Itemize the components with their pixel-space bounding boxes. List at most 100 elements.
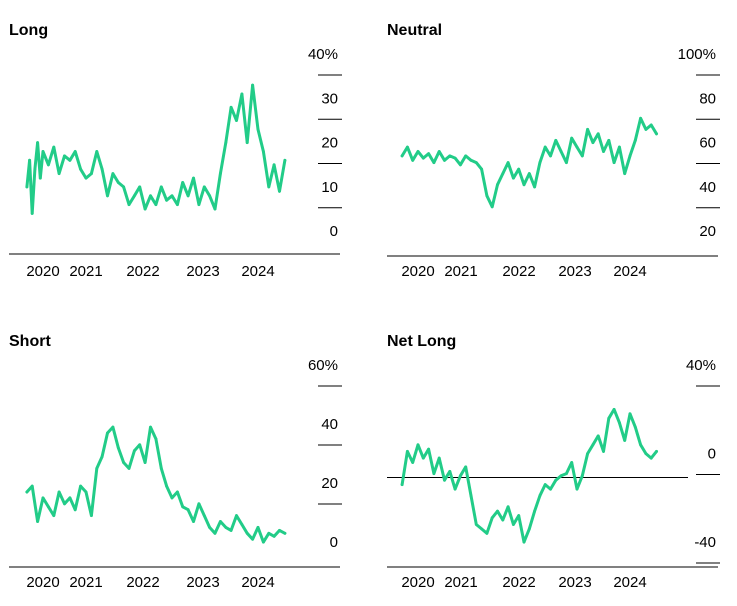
data-point: [644, 127, 648, 131]
data-point: [639, 443, 642, 447]
data-point: [149, 425, 152, 429]
data-point: [57, 172, 61, 176]
data-point: [73, 508, 77, 512]
data-point: [181, 505, 185, 509]
data-point: [213, 207, 217, 211]
data-point: [106, 194, 109, 198]
data-point: [73, 150, 77, 153]
x-tick-label: 2022: [502, 574, 535, 591]
data-point: [485, 531, 489, 535]
data-point: [111, 425, 115, 429]
x-tick-label: 2020: [26, 574, 59, 591]
data-point: [416, 150, 420, 153]
data-point: [154, 203, 158, 207]
data-point: [443, 478, 446, 482]
data-point: [549, 487, 552, 491]
chart-panel-short: Short 60% 40 20 0 2020 2021 2022 2023 2024: [9, 333, 342, 591]
data-point: [623, 172, 627, 176]
data-point: [41, 496, 45, 500]
data-point: [480, 167, 483, 171]
data-point: [517, 167, 521, 171]
y-tick-label: 30: [321, 90, 338, 107]
data-point: [411, 158, 415, 162]
y-tick-label: 40%: [686, 357, 716, 374]
data-point: [197, 502, 201, 506]
data-point: [649, 456, 653, 460]
chart-panel-long: Long 40% 30 20 10 0 2020 2021 2022 2023 2024: [9, 22, 342, 280]
y-tick-label: 20: [699, 223, 716, 240]
data-point: [602, 450, 605, 453]
data-point: [406, 145, 409, 149]
data-point: [262, 540, 265, 544]
data-point: [41, 150, 45, 153]
data-point: [437, 456, 441, 460]
data-point: [607, 139, 611, 142]
data-point: [533, 509, 536, 513]
data-point: [565, 472, 568, 475]
data-point: [240, 523, 244, 526]
data-point: [176, 203, 179, 207]
data-point: [192, 520, 195, 523]
data-point: [38, 176, 42, 180]
data-point: [95, 467, 99, 470]
data-point: [443, 158, 446, 162]
x-tick-label: 2022: [502, 263, 535, 280]
data-point: [219, 520, 222, 523]
y-tick-label: 40%: [308, 46, 338, 63]
y-tick-label: -40: [694, 534, 716, 551]
data-point: [84, 176, 88, 180]
data-point: [612, 408, 616, 411]
data-point: [448, 470, 452, 473]
data-point: [453, 487, 457, 491]
data-point: [649, 123, 653, 127]
data-point: [459, 163, 462, 167]
x-tick-label: 2023: [558, 574, 591, 591]
data-point: [79, 484, 82, 488]
data-point: [283, 531, 287, 535]
data-point: [219, 172, 222, 176]
data-point: [580, 154, 584, 158]
y-tick-label: 60: [699, 135, 716, 152]
data-point: [517, 514, 521, 517]
data-point: [570, 136, 574, 140]
data-point: [421, 156, 425, 160]
data-point: [618, 421, 621, 425]
data-point: [235, 119, 238, 122]
data-point: [406, 450, 409, 453]
data-point: [186, 508, 190, 512]
data-point: [245, 141, 249, 145]
data-point: [512, 523, 515, 526]
data-point: [459, 474, 462, 478]
data-point: [575, 487, 579, 491]
data-point: [580, 474, 584, 478]
data-point: [251, 83, 255, 87]
data-point: [149, 194, 152, 198]
data-point: [496, 183, 499, 187]
x-tick-label: 2024: [613, 263, 646, 280]
data-point: [612, 161, 616, 165]
data-point: [127, 203, 131, 207]
data-point: [202, 514, 206, 517]
chart-title: Net Long: [387, 333, 456, 350]
chart-title: Long: [9, 22, 48, 39]
data-point: [256, 526, 260, 529]
series-line: [25, 425, 287, 544]
data-point: [229, 105, 233, 109]
y-tick-label: 100%: [678, 46, 716, 63]
data-point: [208, 194, 212, 198]
data-point: [47, 163, 50, 167]
data-point: [538, 161, 542, 165]
data-point: [575, 145, 579, 149]
data-point: [565, 161, 568, 165]
data-point: [68, 496, 72, 500]
data-point: [628, 412, 632, 416]
data-point: [235, 514, 238, 517]
data-point: [267, 185, 271, 189]
data-point: [25, 185, 29, 189]
data-point: [192, 176, 195, 180]
data-point: [453, 156, 457, 160]
x-tick-label: 2024: [613, 574, 646, 591]
chart-panel-net-long: Net Long 40% 0 -40 2020 2021 2022 2023 2024: [387, 333, 720, 591]
